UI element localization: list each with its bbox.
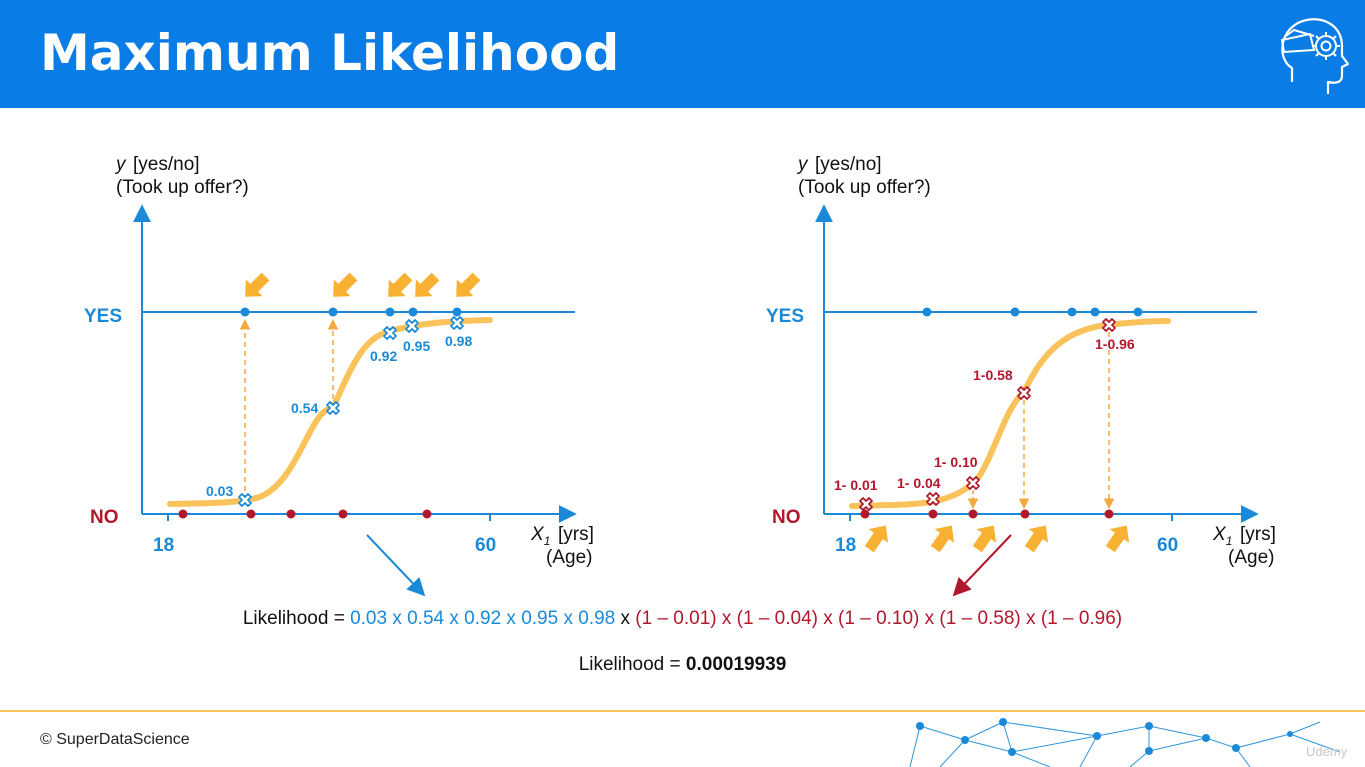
- right-x-max-label: 60: [1157, 535, 1178, 556]
- left-prob-label: 0.98: [445, 333, 472, 349]
- right-pointer-arrow-icon: [923, 516, 964, 558]
- right-ylabel-var: y: [796, 154, 809, 175]
- equation-prefix: Likelihood =: [242, 608, 351, 629]
- right-prob-label: 1-0.58: [973, 367, 1013, 383]
- left-curve-x-mark-icon: [404, 318, 420, 334]
- left-ylabel-question: (Took up offer?): [116, 177, 249, 198]
- right-no-label: NO: [772, 507, 801, 528]
- left-ylabel-units: [yes/no]: [133, 154, 200, 175]
- left-xlabel-units: [yrs]: [558, 524, 594, 545]
- right-pointer-arrow-icon: [1017, 516, 1058, 558]
- copyright-text: © SuperDataScience: [40, 731, 190, 748]
- right-prob-label: 1- 0.04: [897, 475, 941, 491]
- left-yes-point: [240, 307, 250, 317]
- right-curve-x-mark-icon: [926, 492, 940, 506]
- right-pointer-arrow-icon: [1098, 516, 1139, 558]
- equation-no-terms: (1 – 0.01) x (1 – 0.04) x (1 – 0.10) x (…: [635, 608, 1123, 629]
- right-x-min-label: 18: [835, 535, 856, 556]
- left-no-point: [422, 509, 432, 519]
- left-prob-label: 0.54: [291, 400, 318, 416]
- left-yes-point: [328, 307, 338, 317]
- left-curve-x-mark-icon: [449, 315, 465, 331]
- left-xlabel-var: X1: [530, 524, 550, 548]
- header-bar: Maximum Likelihood: [0, 0, 1365, 108]
- right-xlabel-units: [yrs]: [1240, 524, 1276, 545]
- right-yes-point: [1133, 307, 1143, 317]
- right-yes-point: [1010, 307, 1020, 317]
- likelihood-product-equation: Likelihood = 0.03 x 0.54 x 0.92 x 0.95 x…: [0, 608, 1365, 630]
- left-no-point: [178, 509, 188, 519]
- right-yes-point: [1067, 307, 1077, 317]
- left-no-point: [246, 509, 256, 519]
- left-yes-point: [408, 307, 418, 317]
- right-xlabel-desc: (Age): [1228, 547, 1274, 568]
- left-yes-point: [452, 307, 462, 317]
- right-curve-x-mark-icon: [1102, 318, 1116, 332]
- right-no-point: [1020, 509, 1030, 519]
- left-curve-x-mark-icon: [237, 492, 253, 508]
- right-no-point: [1104, 509, 1114, 519]
- right-ylabel-units: [yes/no]: [815, 154, 882, 175]
- left-curve-x-mark-icon: [325, 400, 341, 416]
- left-prob-label: 0.92: [370, 348, 397, 364]
- left-yes-point: [385, 307, 395, 317]
- equation-yes-terms: 0.03 x 0.54 x 0.92 x 0.95 x 0.98: [350, 608, 616, 629]
- right-no-point: [968, 509, 978, 519]
- right-curve-x-mark-icon: [966, 476, 980, 490]
- right-curve-x-mark-icon: [859, 497, 873, 511]
- left-pointer-arrow-icon: [445, 266, 487, 308]
- result-value: 0.00019939: [685, 654, 787, 675]
- right-prob-label: 1- 0.01: [834, 477, 878, 493]
- right-chart: y [yes/no] (Took up offer?) YES NO 18 60…: [766, 154, 1276, 597]
- footer-divider: [0, 710, 1365, 712]
- left-pointer-arrow-icon: [234, 266, 276, 308]
- right-prob-label: 1- 0.10: [934, 454, 978, 470]
- ai-head-logo-icon: [1280, 18, 1350, 94]
- right-to-equation-arrow: [952, 534, 1012, 597]
- right-pointer-arrow-icon: [965, 516, 1006, 558]
- network-decoration-icon: [909, 718, 1341, 767]
- right-pointer-arrow-icon: [857, 516, 898, 558]
- left-x-min-label: 18: [153, 535, 174, 556]
- right-no-point: [928, 509, 938, 519]
- left-pointer-arrow-icon: [322, 266, 364, 308]
- right-yes-point: [1090, 307, 1100, 317]
- left-no-point: [338, 509, 348, 519]
- udemy-watermark: Udemy: [1306, 744, 1348, 759]
- left-prob-label: 0.03: [206, 483, 233, 499]
- right-xlabel-var: X1: [1212, 524, 1232, 548]
- left-ylabel-var: y: [114, 154, 127, 175]
- right-no-point: [860, 509, 870, 519]
- left-prob-label: 0.95: [403, 338, 430, 354]
- left-xlabel-desc: (Age): [546, 547, 592, 568]
- right-ylabel-question: (Took up offer?): [798, 177, 931, 198]
- left-curve-x-mark-icon: [382, 325, 398, 341]
- left-pointer-arrow-icon: [377, 266, 419, 308]
- left-yes-label: YES: [84, 306, 122, 327]
- right-yes-point: [922, 307, 932, 317]
- result-prefix: Likelihood =: [578, 654, 686, 675]
- likelihood-diagram: y [yes/no] (Took up offer?) YES NO 18 60…: [84, 154, 1276, 597]
- left-no-label: NO: [90, 507, 119, 528]
- right-curve-x-mark-icon: [1017, 386, 1031, 400]
- left-no-point: [286, 509, 296, 519]
- left-chart: y [yes/no] (Took up offer?) YES NO 18 60…: [84, 154, 594, 597]
- left-pointer-arrow-icon: [404, 266, 446, 308]
- equation-joiner: x: [615, 608, 636, 629]
- page-title: Maximum Likelihood: [40, 24, 620, 82]
- right-prob-label: 1-0.96: [1095, 336, 1135, 352]
- right-yes-label: YES: [766, 306, 804, 327]
- left-to-equation-arrow: [366, 534, 426, 597]
- left-x-max-label: 60: [475, 535, 496, 556]
- likelihood-result-equation: Likelihood = 0.00019939: [0, 654, 1365, 676]
